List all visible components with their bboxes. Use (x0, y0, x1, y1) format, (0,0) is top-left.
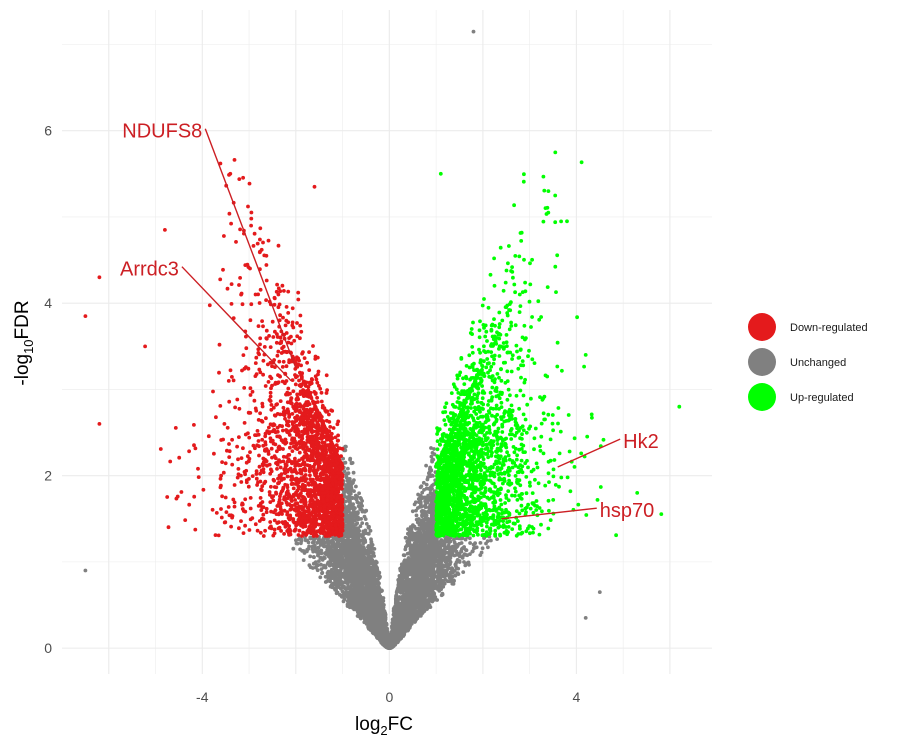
point-unchanged (311, 549, 316, 554)
point-unchanged (312, 555, 316, 560)
point-unchanged (429, 494, 434, 499)
point-unchanged (439, 539, 443, 543)
point-unchanged (353, 493, 358, 498)
point-unchanged (403, 535, 408, 540)
point-unchanged (445, 579, 450, 584)
point-unchanged (347, 539, 352, 543)
point-unchanged (352, 489, 356, 493)
point-unchanged (435, 598, 439, 602)
point-unchanged (301, 558, 306, 562)
point-unchanged (454, 549, 459, 554)
point-unchanged (330, 570, 335, 575)
point-unchanged (414, 513, 419, 518)
point-unchanged (403, 545, 408, 549)
point-unchanged (315, 568, 320, 573)
point-unchanged (335, 540, 340, 545)
point-unchanged (429, 454, 434, 459)
point-unchanged (479, 550, 484, 555)
point-unchanged (366, 525, 371, 529)
point-unchanged (405, 551, 410, 556)
point-unchanged (366, 544, 371, 548)
point-unchanged (414, 508, 418, 513)
point-unchanged (326, 574, 331, 579)
point-unchanged (300, 549, 304, 553)
point-unchanged (448, 539, 453, 544)
point-unchanged (354, 484, 358, 489)
point-unchanged (419, 525, 424, 529)
point-unchanged (346, 466, 350, 471)
point-unchanged (361, 541, 366, 546)
point-unchanged (429, 446, 433, 450)
point-unchanged (414, 517, 419, 522)
point-unchanged (357, 491, 361, 496)
point-unchanged (397, 595, 402, 599)
point-unchanged (410, 509, 415, 514)
point-unchanged (450, 574, 455, 579)
point-unchanged (308, 554, 313, 559)
point-unchanged (366, 532, 371, 536)
point-unchanged (299, 541, 303, 546)
point-unchanged (461, 570, 466, 574)
point-unchanged (418, 505, 422, 509)
point-unchanged (480, 546, 485, 551)
point-unchanged (355, 500, 360, 504)
point-unchanged (363, 517, 368, 521)
point-unchanged (484, 541, 488, 546)
point-unchanged (468, 552, 472, 556)
point-unchanged (308, 565, 313, 570)
point-unchanged (364, 522, 369, 526)
point-unchanged (419, 484, 424, 489)
point-unchanged (445, 568, 449, 572)
point-unchanged (424, 463, 428, 468)
point-unchanged (305, 549, 309, 554)
point-unchanged (369, 537, 373, 542)
point-unchanged (327, 563, 332, 568)
point-unchanged (291, 546, 296, 551)
point-unchanged (416, 527, 421, 531)
point-unchanged (440, 591, 445, 596)
point-unchanged (462, 560, 466, 564)
point-unchanged (318, 550, 323, 555)
point-unchanged (328, 579, 332, 584)
point-unchanged (323, 565, 328, 570)
point-unchanged (478, 541, 483, 545)
data-points (83, 29, 682, 650)
point-unchanged (368, 528, 373, 533)
point-unchanged (372, 554, 376, 558)
point-unchanged (486, 545, 490, 550)
point-unchanged (358, 605, 363, 610)
point-unchanged (350, 461, 355, 465)
point-unchanged (359, 496, 363, 501)
grid-lines (62, 10, 712, 674)
point-unchanged (303, 538, 308, 543)
point-unchanged (468, 541, 472, 545)
point-unchanged (461, 554, 465, 558)
point-unchanged (360, 521, 365, 525)
point-unchanged (334, 591, 339, 596)
point-unchanged (405, 570, 409, 574)
point-unchanged (425, 500, 430, 505)
point-unchanged (317, 559, 321, 563)
point-unchanged (320, 571, 324, 576)
point-unchanged (424, 482, 429, 487)
point-unchanged (489, 538, 493, 543)
point-unchanged (325, 579, 329, 584)
point-unchanged (459, 541, 464, 545)
point-unchanged (428, 491, 433, 495)
point-unchanged (344, 444, 348, 449)
point-unchanged (345, 495, 349, 500)
point-unchanged (332, 566, 337, 571)
point-unchanged (358, 616, 363, 621)
point-unchanged (364, 508, 369, 513)
